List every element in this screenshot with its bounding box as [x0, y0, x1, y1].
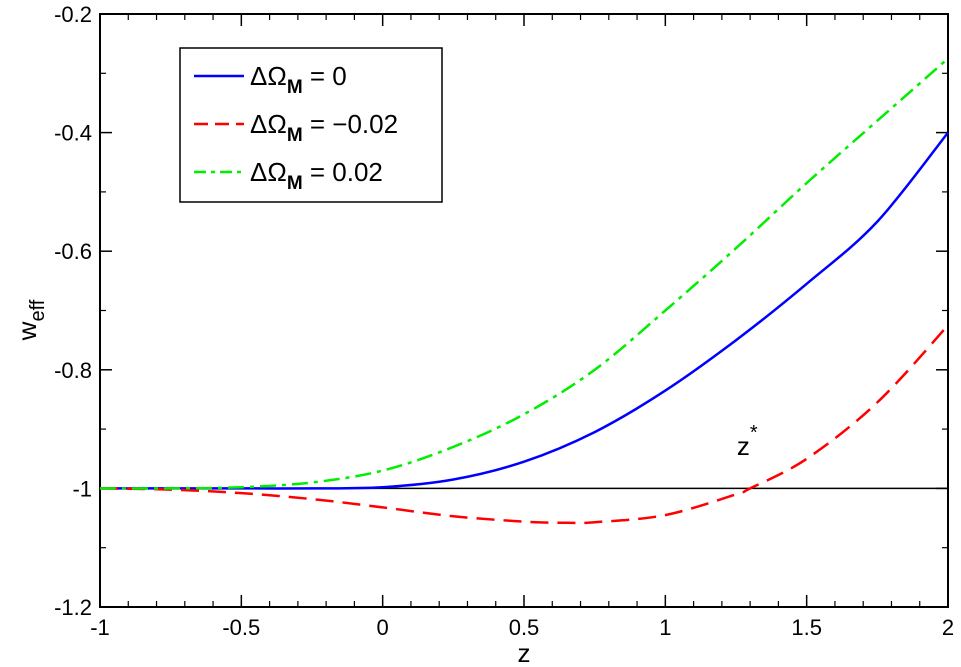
y-tick-label: -1.2 [54, 595, 92, 620]
x-tick-label: 1.5 [791, 615, 822, 640]
annotation-superscript: * [750, 422, 758, 444]
y-tick-label: -0.2 [54, 2, 92, 27]
y-axis-label: weff [12, 299, 49, 341]
y-tick-label: -0.8 [54, 358, 92, 383]
x-axis-label: z [518, 638, 531, 667]
y-axis-label-main: w [12, 321, 42, 341]
y-tick-label: -0.4 [54, 121, 92, 146]
annotation-main: z [737, 431, 750, 461]
annotation-z-star: z* [737, 422, 758, 461]
x-tick-label: 1 [659, 615, 671, 640]
legend-label-0: ΔΩM = 0 [250, 61, 347, 98]
x-tick-label: -0.5 [222, 615, 260, 640]
series-line-1 [99, 324, 949, 525]
x-tick-label: -1 [90, 615, 110, 640]
legend-label-2: ΔΩM = 0.02 [250, 157, 383, 194]
series-line-2 [99, 57, 949, 490]
x-tick-label: 2 [942, 615, 954, 640]
x-tick-label: 0 [377, 615, 389, 640]
y-tick-label: -0.6 [54, 239, 92, 264]
x-tick-label: 0.5 [509, 615, 540, 640]
legend: ΔΩM = 0 ΔΩM = −0.02 ΔΩM = 0.02 [179, 47, 443, 203]
y-axis-label-sub: eff [27, 299, 49, 321]
y-tick-label: -1 [72, 476, 92, 501]
legend-label-1: ΔΩM = −0.02 [250, 109, 398, 146]
